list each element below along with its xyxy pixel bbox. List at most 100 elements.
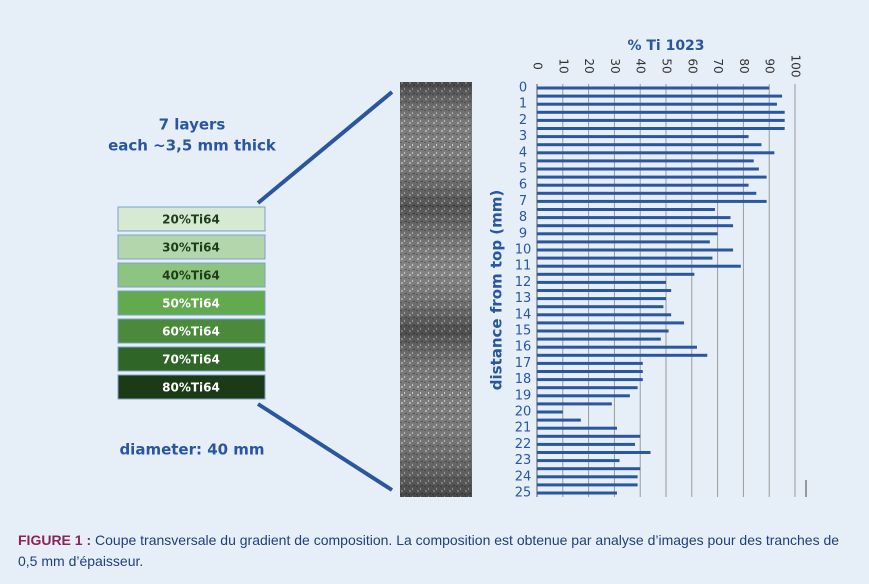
caption-label: FIGURE 1 : [18, 532, 91, 548]
bar [537, 443, 635, 446]
bar [537, 151, 774, 154]
layer-label: 30%Ti64 [162, 241, 220, 255]
layer-label: 70%Ti64 [162, 353, 220, 367]
bar [537, 435, 640, 438]
bar [537, 249, 733, 252]
layer-label: 80%Ti64 [162, 381, 220, 395]
x-tick-label: 0 [531, 62, 545, 70]
y-tick-label: 9 [519, 226, 527, 241]
y-tick-label: 7 [519, 194, 527, 209]
bar [537, 338, 661, 341]
bar [537, 321, 684, 324]
bar [537, 475, 638, 478]
bar [537, 492, 617, 495]
y-tick-label: 11 [515, 259, 532, 274]
bar [537, 419, 581, 422]
bar [537, 111, 785, 114]
bar [537, 427, 617, 430]
x-tick-label: 40 [634, 58, 648, 73]
y-tick-label: 1 [519, 97, 527, 112]
y-tick-label: 3 [519, 129, 527, 144]
bar [537, 451, 651, 454]
bar [537, 87, 769, 90]
x-tick-label: 90 [763, 58, 777, 73]
bar [537, 297, 666, 300]
bar [537, 208, 715, 211]
bar [537, 370, 643, 373]
heading: each ~3,5 mm thick [108, 137, 277, 155]
micrograph-shade [400, 82, 472, 497]
x-tick-label: 70 [711, 58, 725, 73]
bar [537, 103, 777, 106]
bar [537, 362, 643, 365]
bar [537, 411, 563, 414]
caption-text: Coupe transversale du gradient de compos… [18, 532, 839, 569]
y-tick-label: 24 [515, 469, 532, 484]
y-tick-label: 25 [515, 486, 532, 501]
bar [537, 143, 761, 146]
bar [537, 386, 638, 389]
bar [537, 257, 712, 260]
y-tick-label: 6 [519, 178, 527, 193]
caption: FIGURE 1 : Coupe transversale du gradien… [18, 530, 848, 572]
y-tick-label: 19 [515, 388, 532, 403]
y-tick-label: 5 [519, 162, 527, 177]
bar [537, 159, 754, 162]
y-tick-label: 14 [515, 307, 532, 322]
x-tick-label: 100 [789, 55, 803, 78]
bar [537, 467, 640, 470]
bar [537, 394, 630, 397]
figure-graphic: 7 layers each ~3,5 mm thick diameter: 40… [0, 0, 869, 520]
x-tick-label: 60 [685, 58, 699, 73]
y-tick-label: 17 [515, 356, 532, 371]
y-tick-label: 20 [515, 405, 532, 420]
y-tick-label: 15 [515, 324, 532, 339]
x-tick-label: 50 [660, 58, 674, 73]
y-tick-label: 8 [519, 210, 527, 225]
figure: 7 layers each ~3,5 mm thick diameter: 40… [0, 0, 869, 584]
bar [537, 354, 707, 357]
bar [537, 281, 666, 284]
layer-label: 50%Ti64 [162, 297, 220, 311]
bar [537, 168, 759, 171]
connector [258, 92, 392, 203]
x-tick-label: 30 [608, 58, 622, 73]
bar [537, 313, 671, 316]
layer-label: 20%Ti64 [162, 213, 220, 227]
bar [537, 289, 671, 292]
y-tick-label: 4 [519, 145, 527, 160]
bar [537, 459, 620, 462]
bar [537, 135, 749, 138]
diameter-note: diameter: 40 mm [119, 441, 264, 459]
bar [537, 224, 733, 227]
y-tick-label: 13 [515, 291, 532, 306]
layer-label: 60%Ti64 [162, 325, 220, 339]
bar [537, 305, 663, 308]
bar [537, 273, 694, 276]
bar [537, 240, 710, 243]
x-tick-label: 20 [582, 58, 596, 73]
y-tick-label: 23 [515, 453, 532, 468]
chart-title: % Ti 1023 [627, 38, 704, 54]
bar [537, 330, 669, 333]
y-tick-label: 21 [515, 421, 532, 436]
bar [537, 346, 697, 349]
bar [537, 216, 731, 219]
bar [537, 402, 612, 405]
y-tick-label: 2 [519, 113, 527, 128]
bar [537, 184, 749, 187]
heading: 7 layers [159, 116, 226, 134]
y-tick-label: 18 [515, 372, 532, 387]
y-axis-label: distance from top (mm) [488, 190, 506, 391]
bar [537, 265, 741, 268]
y-tick-label: 22 [515, 437, 532, 452]
x-tick-label: 80 [737, 58, 751, 73]
bar [537, 192, 756, 195]
bar [537, 378, 643, 381]
bar [537, 200, 767, 203]
y-tick-label: 10 [515, 243, 532, 258]
bar [537, 232, 718, 235]
layer-label: 40%Ti64 [162, 269, 220, 283]
bar [537, 127, 785, 130]
y-tick-label: 12 [515, 275, 532, 290]
